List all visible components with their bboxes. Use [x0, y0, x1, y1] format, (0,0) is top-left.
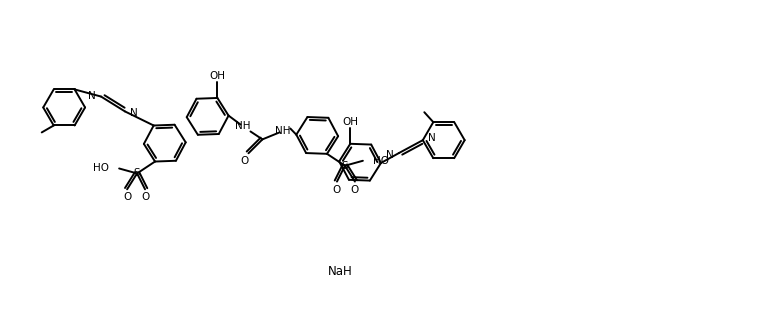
Text: OH: OH [209, 71, 225, 81]
Text: S: S [133, 168, 140, 178]
Text: HO: HO [373, 156, 389, 166]
Text: O: O [123, 192, 131, 202]
Text: N: N [428, 133, 436, 143]
Text: N: N [130, 108, 137, 118]
Text: NH: NH [235, 120, 250, 131]
Text: N: N [386, 150, 394, 160]
Text: S: S [341, 161, 348, 171]
Text: O: O [351, 184, 359, 195]
Text: HO: HO [93, 164, 109, 173]
Text: OH: OH [342, 117, 358, 127]
Text: N: N [88, 91, 96, 100]
Text: O: O [240, 156, 249, 166]
Text: NH: NH [275, 126, 290, 136]
Text: NaH: NaH [328, 264, 353, 277]
Text: O: O [141, 192, 149, 202]
Text: O: O [333, 184, 341, 195]
